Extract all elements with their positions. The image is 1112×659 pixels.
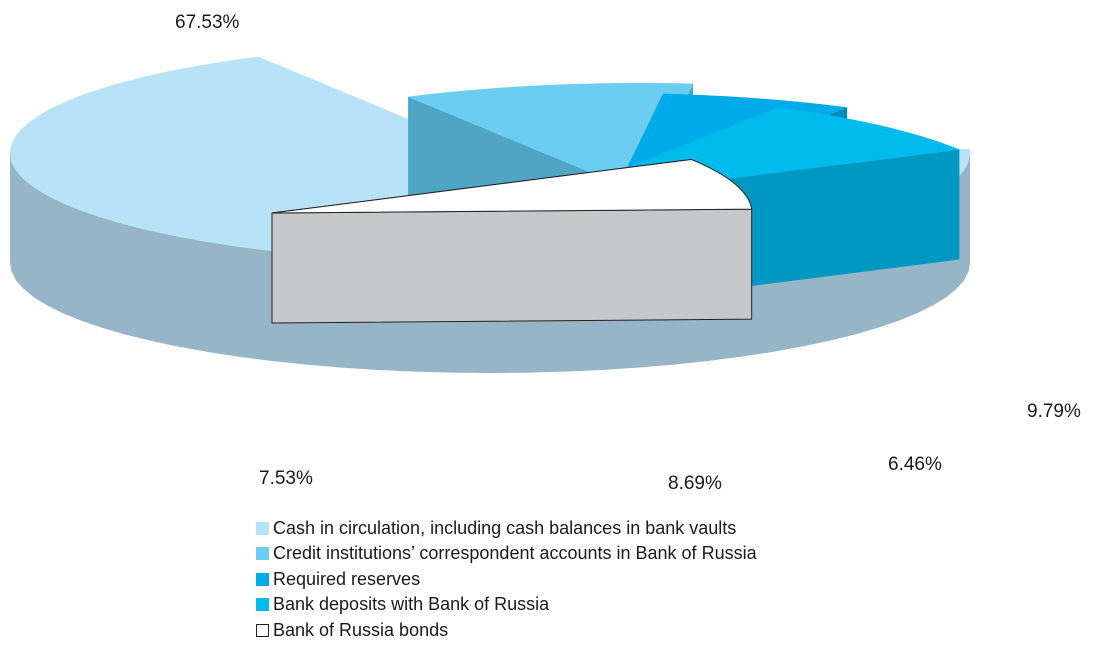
legend-item: Cash in circulation, including cash bala… xyxy=(256,516,757,540)
legend-label: Bank of Russia bonds xyxy=(273,619,449,640)
data-label-cash-in-circulation: 67.53% xyxy=(175,12,240,33)
pie-slice-top xyxy=(271,158,753,214)
legend-swatch xyxy=(256,572,269,586)
legend-swatch xyxy=(256,547,269,561)
data-label-required-reserves: 6.46% xyxy=(888,454,942,475)
legend-item: Credit institutions’ correspondent accou… xyxy=(256,542,757,566)
data-label-bank-deposits: 8.69% xyxy=(668,473,722,494)
pie-plot-area xyxy=(10,56,970,373)
legend-swatch xyxy=(256,598,269,612)
legend-label: Credit institutions’ correspondent accou… xyxy=(273,543,757,564)
data-label-bank-of-russia-bonds: 7.53% xyxy=(259,468,313,489)
legend-swatch xyxy=(256,521,269,535)
legend-label: Cash in circulation, including cash bala… xyxy=(273,517,737,538)
legend-swatch xyxy=(256,623,269,637)
legend-item: Bank of Russia bonds xyxy=(256,618,757,642)
legend-item: Required reserves xyxy=(256,567,757,591)
legend-label: Required reserves xyxy=(273,568,421,589)
data-label-correspondent-accounts: 9.79% xyxy=(1027,401,1081,422)
legend: Cash in circulation, including cash bala… xyxy=(256,516,757,644)
pie-slice-wall xyxy=(271,208,753,324)
pie-slice-top xyxy=(408,83,694,193)
legend-label: Bank deposits with Bank of Russia xyxy=(273,594,550,615)
legend-item: Bank deposits with Bank of Russia xyxy=(256,593,757,617)
pie-slice-5 xyxy=(271,158,753,324)
